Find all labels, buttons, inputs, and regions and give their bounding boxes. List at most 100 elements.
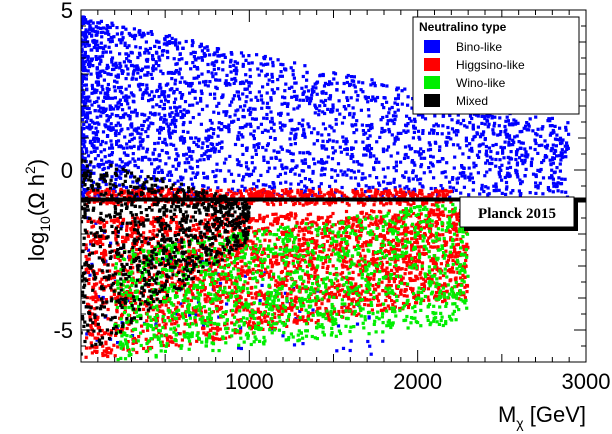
data-point — [92, 91, 96, 95]
data-point — [244, 124, 248, 128]
data-point — [99, 110, 103, 114]
data-point — [82, 91, 86, 95]
data-point — [266, 142, 270, 146]
data-point — [227, 130, 231, 134]
data-point — [219, 305, 224, 309]
data-point — [248, 90, 252, 95]
data-point — [235, 261, 239, 265]
data-point — [152, 273, 156, 277]
data-point — [440, 269, 444, 273]
data-point — [360, 123, 364, 127]
data-point — [265, 112, 269, 117]
data-point — [401, 242, 405, 246]
data-point — [372, 263, 376, 267]
data-point — [320, 278, 324, 282]
data-point — [145, 91, 149, 95]
data-point — [558, 162, 562, 166]
data-point — [159, 191, 163, 196]
data-point — [81, 32, 85, 36]
data-point — [149, 303, 154, 307]
data-point — [162, 102, 166, 106]
data-point — [345, 231, 349, 235]
data-point — [317, 195, 321, 199]
data-point — [243, 188, 247, 192]
data-point — [380, 191, 384, 195]
data-point — [512, 140, 516, 144]
data-point — [116, 73, 120, 77]
data-point — [144, 177, 148, 182]
data-point — [129, 33, 133, 37]
data-point — [249, 239, 253, 243]
data-point — [511, 143, 515, 147]
data-point — [98, 106, 103, 110]
data-point — [319, 190, 323, 195]
data-point — [281, 334, 285, 338]
data-point — [386, 238, 390, 243]
data-point — [139, 132, 143, 136]
data-point — [402, 214, 406, 218]
data-point — [477, 150, 482, 154]
data-point — [305, 186, 309, 190]
data-point — [326, 82, 331, 87]
data-point — [239, 272, 243, 276]
data-point — [297, 182, 301, 186]
data-point — [219, 201, 223, 205]
data-point — [335, 349, 339, 353]
data-point — [315, 201, 319, 205]
data-point — [81, 142, 83, 146]
data-point — [483, 122, 487, 126]
data-point — [110, 143, 114, 147]
data-point — [130, 110, 134, 114]
data-point — [445, 143, 449, 147]
data-point — [209, 265, 213, 269]
data-point — [351, 106, 355, 110]
data-point — [370, 122, 374, 127]
data-point — [84, 28, 88, 32]
data-point — [168, 40, 172, 44]
data-point — [81, 138, 84, 143]
data-point — [174, 118, 178, 123]
data-point — [121, 347, 125, 351]
data-point — [359, 108, 363, 112]
data-point — [301, 342, 305, 346]
data-point — [526, 153, 530, 157]
data-point — [411, 192, 415, 196]
data-point — [380, 263, 385, 267]
data-point — [120, 224, 124, 228]
data-point — [280, 102, 284, 106]
data-point — [266, 226, 270, 230]
data-point — [97, 122, 101, 126]
data-point — [129, 50, 133, 54]
data-point — [159, 86, 163, 90]
data-point — [309, 96, 313, 101]
data-point — [262, 247, 266, 251]
data-point — [518, 130, 522, 134]
data-point — [345, 152, 349, 156]
data-point — [111, 67, 115, 72]
data-point — [414, 274, 418, 278]
data-point — [160, 93, 164, 97]
data-point — [236, 201, 241, 205]
data-point — [417, 258, 421, 262]
data-point — [91, 180, 95, 184]
data-point — [398, 190, 402, 194]
data-point — [246, 308, 250, 312]
data-point — [407, 190, 411, 194]
data-point — [169, 41, 174, 45]
data-point — [222, 110, 226, 114]
data-point — [372, 274, 376, 278]
data-point — [328, 138, 332, 142]
data-point — [266, 314, 270, 318]
data-point — [96, 332, 100, 336]
data-point — [540, 143, 544, 147]
data-point — [553, 124, 557, 128]
data-point — [190, 190, 194, 194]
data-point — [554, 144, 558, 148]
data-point — [125, 142, 129, 146]
data-point — [475, 153, 480, 157]
data-point — [329, 188, 333, 192]
data-point — [169, 336, 173, 340]
data-point — [304, 228, 308, 232]
data-point — [520, 180, 524, 184]
data-point — [297, 121, 301, 126]
